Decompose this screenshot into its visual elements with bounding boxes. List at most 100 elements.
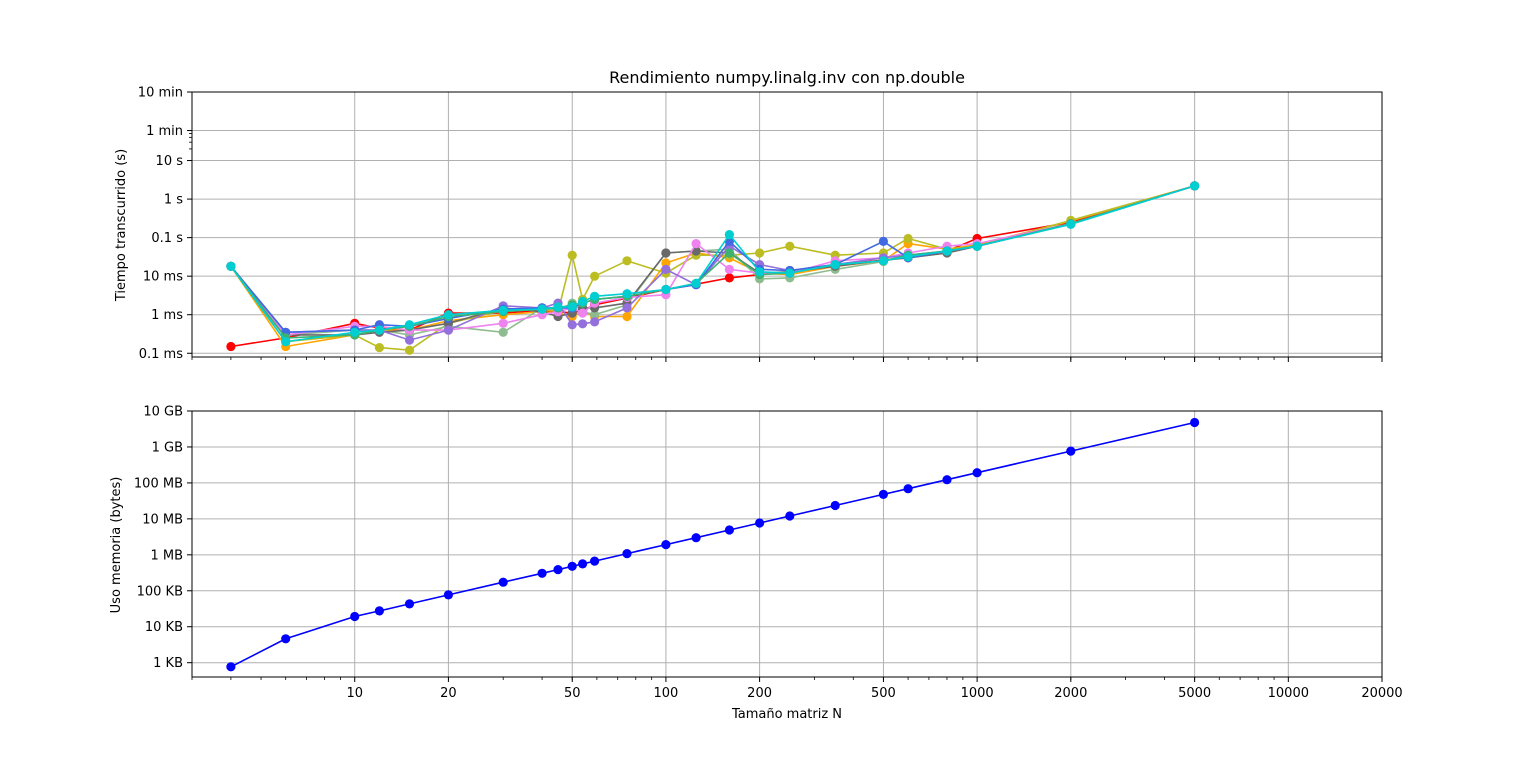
time-data-point [691, 239, 701, 249]
memory-y-tick-label: 10 GB [143, 405, 183, 420]
time-data-point [404, 335, 415, 345]
memory-data-point [785, 511, 795, 521]
x-tick-label: 200 [747, 686, 772, 701]
time-data-point [755, 248, 765, 258]
x-tick-label: 1000 [961, 686, 994, 701]
time-data-point [661, 248, 671, 258]
time-data-point [226, 261, 236, 271]
memory-data-point [404, 599, 415, 609]
x-tick-label: 10 [346, 686, 363, 701]
time-data-point [622, 303, 632, 313]
time-data-point [724, 264, 735, 274]
time-data-point [724, 273, 735, 283]
time-data-point [590, 310, 600, 320]
time-data-point [374, 325, 384, 335]
time-y-tick-label: 0.1 s [151, 231, 183, 246]
time-data-point [567, 250, 577, 260]
time-data-point [622, 289, 632, 299]
memory-data-point [281, 634, 291, 644]
time-data-point [878, 236, 889, 246]
x-axis-label: Tamaño matriz N [731, 707, 842, 722]
memory-data-point [724, 525, 735, 535]
memory-data-point [590, 556, 600, 566]
time-data-point [622, 311, 632, 322]
memory-data-point [374, 606, 384, 616]
time-data-point [226, 341, 236, 352]
time-data-point [537, 304, 547, 314]
time-data-point [498, 305, 508, 315]
time-data-point [724, 248, 735, 258]
memory-data-point [1190, 417, 1200, 428]
time-data-point [590, 317, 600, 327]
x-tick-label: 20000 [1361, 686, 1402, 701]
time-data-point [590, 291, 600, 301]
time-y-tick-label: 1 min [146, 124, 183, 139]
memory-data-point [972, 468, 982, 478]
time-plot: 0.1 ms 1 ms 10 ms 0.1 s 1 s 10 s 1 min 10 min [138, 86, 1383, 362]
x-tick-label: 5000 [1178, 686, 1211, 701]
memory-data-point [691, 533, 701, 543]
time-data-point [755, 267, 765, 277]
time-data-point [443, 310, 453, 320]
memory-y-tick-label: 100 KB [137, 584, 183, 599]
time-data-point [578, 308, 588, 318]
time-data-point [622, 256, 632, 266]
memory-data-point [903, 484, 913, 494]
memory-data-point [350, 611, 360, 622]
time-data-point [661, 258, 671, 268]
time-y-tick-label: 0.1 ms [139, 347, 183, 362]
x-tick-label: 500 [871, 686, 896, 701]
x-tick-label: 10000 [1268, 686, 1309, 701]
time-y-tick-label: 10 s [156, 154, 184, 169]
memory-y-tick-label: 100 MB [134, 476, 183, 491]
chart-title: Rendimiento numpy.linalg.inv con np.doub… [609, 68, 965, 87]
memory-data-point [942, 475, 952, 485]
x-tick-label: 20 [440, 686, 457, 701]
memory-y-tick-label: 1 GB [152, 440, 183, 455]
time-y-tick-label: 10 ms [143, 270, 183, 285]
time-data-point [785, 241, 795, 251]
time-data-point [404, 345, 415, 355]
x-tick-label: 2000 [1054, 686, 1087, 701]
time-data-point [691, 278, 701, 288]
memory-plot-area [192, 411, 1382, 677]
memory-data-point [567, 561, 577, 571]
time-data-point [724, 230, 735, 240]
time-data-point [498, 318, 508, 328]
time-data-point [374, 343, 384, 353]
memory-data-point [1066, 446, 1076, 456]
memory-data-point [443, 590, 453, 600]
time-axes-frame [191, 91, 1383, 358]
time-data-point [498, 327, 508, 337]
memory-data-point [661, 540, 671, 550]
time-data-point [830, 260, 840, 270]
memory-data-point [553, 565, 563, 575]
time-data-point [281, 337, 291, 347]
time-data-point [553, 302, 563, 312]
memory-data-point [226, 662, 236, 672]
memory-data-point [755, 518, 765, 528]
time-plot-area [192, 92, 1382, 357]
time-data-point [972, 241, 982, 251]
time-y-tick-label: 1 s [164, 193, 183, 208]
memory-data-point [622, 549, 632, 559]
memory-y-tick-label: 10 KB [145, 620, 183, 635]
time-data-point [590, 271, 600, 281]
time-data-point [785, 268, 795, 278]
time-data-point [661, 264, 671, 274]
memory-y-tick-label: 1 KB [153, 656, 183, 671]
time-data-point [1190, 181, 1200, 191]
x-tick-label: 50 [564, 686, 581, 701]
time-data-point [878, 256, 889, 266]
time-data-point [1066, 219, 1076, 229]
time-data-point [443, 325, 453, 335]
memory-data-point [830, 500, 840, 511]
memory-data-point [578, 559, 588, 569]
x-tick-label: 100 [654, 686, 679, 701]
time-data-point [567, 320, 577, 330]
time-data-point [942, 246, 952, 256]
time-data-point [903, 233, 913, 244]
top-y-axis-label: Tiempo transcurrido (s) [114, 149, 129, 302]
